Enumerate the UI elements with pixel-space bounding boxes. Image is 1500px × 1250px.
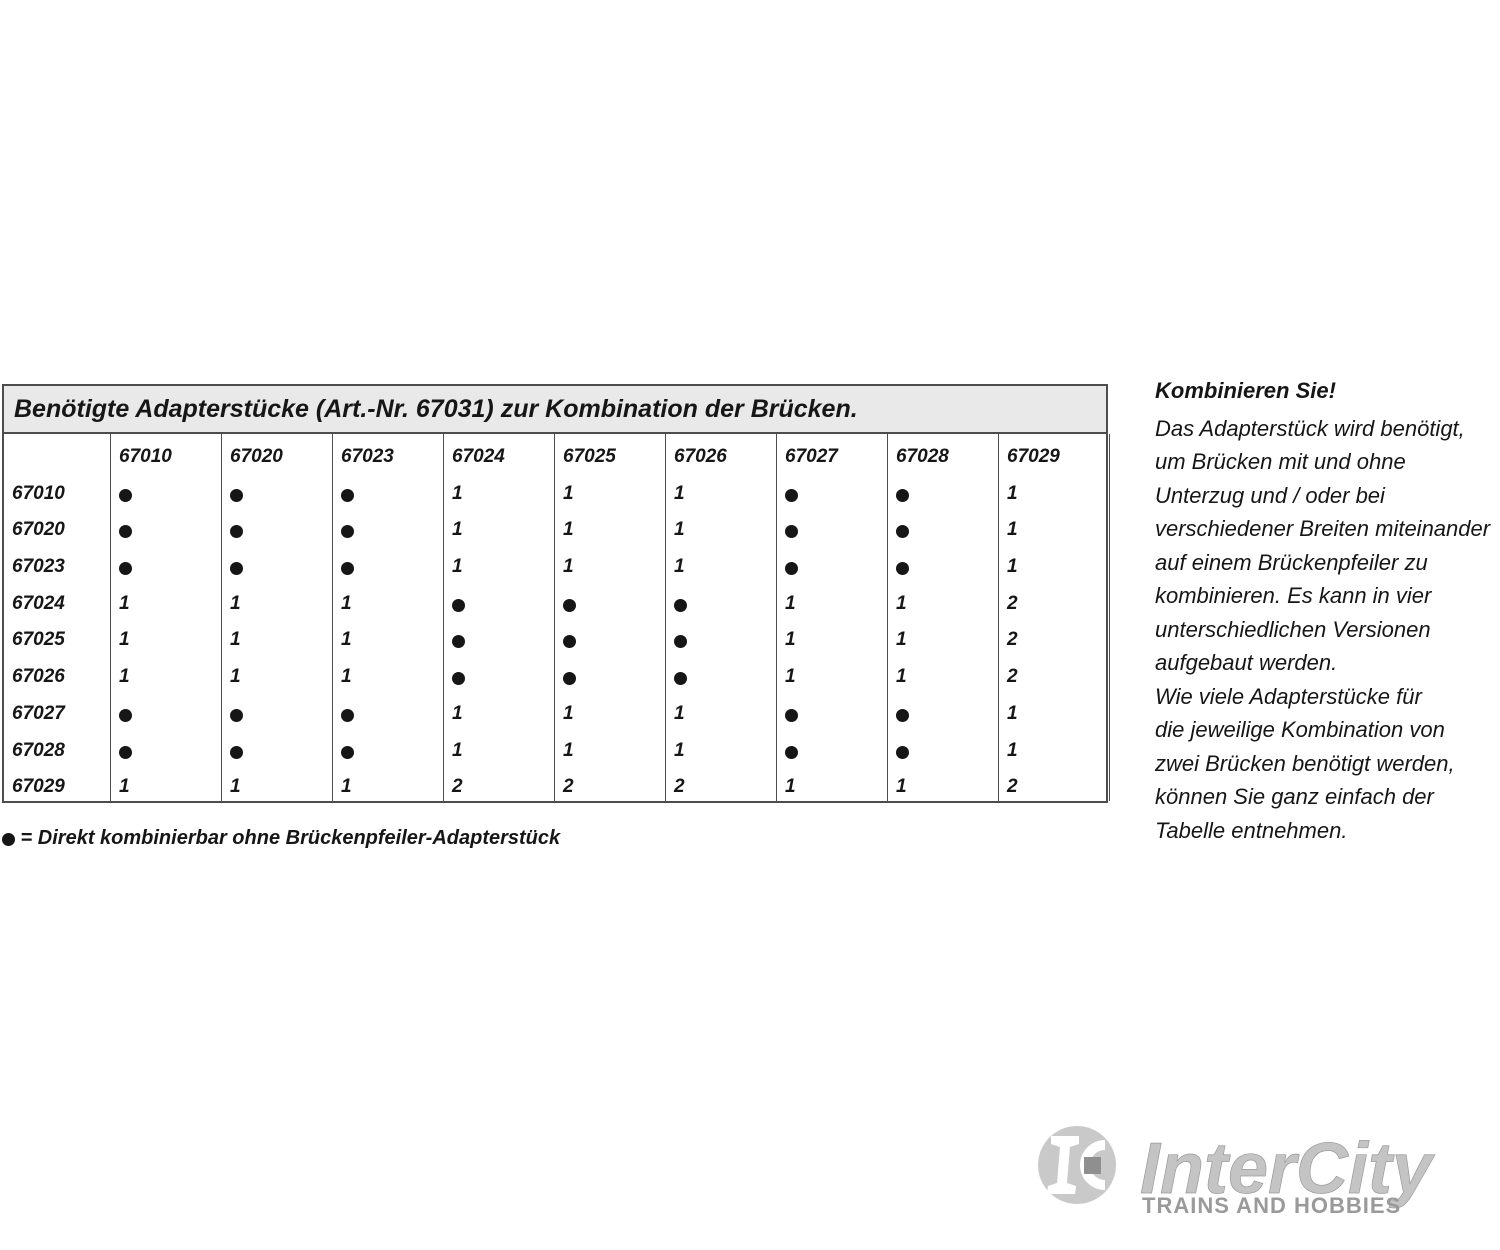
svg-text:TRAINS AND HOBBIES: TRAINS AND HOBBIES (1142, 1193, 1401, 1218)
